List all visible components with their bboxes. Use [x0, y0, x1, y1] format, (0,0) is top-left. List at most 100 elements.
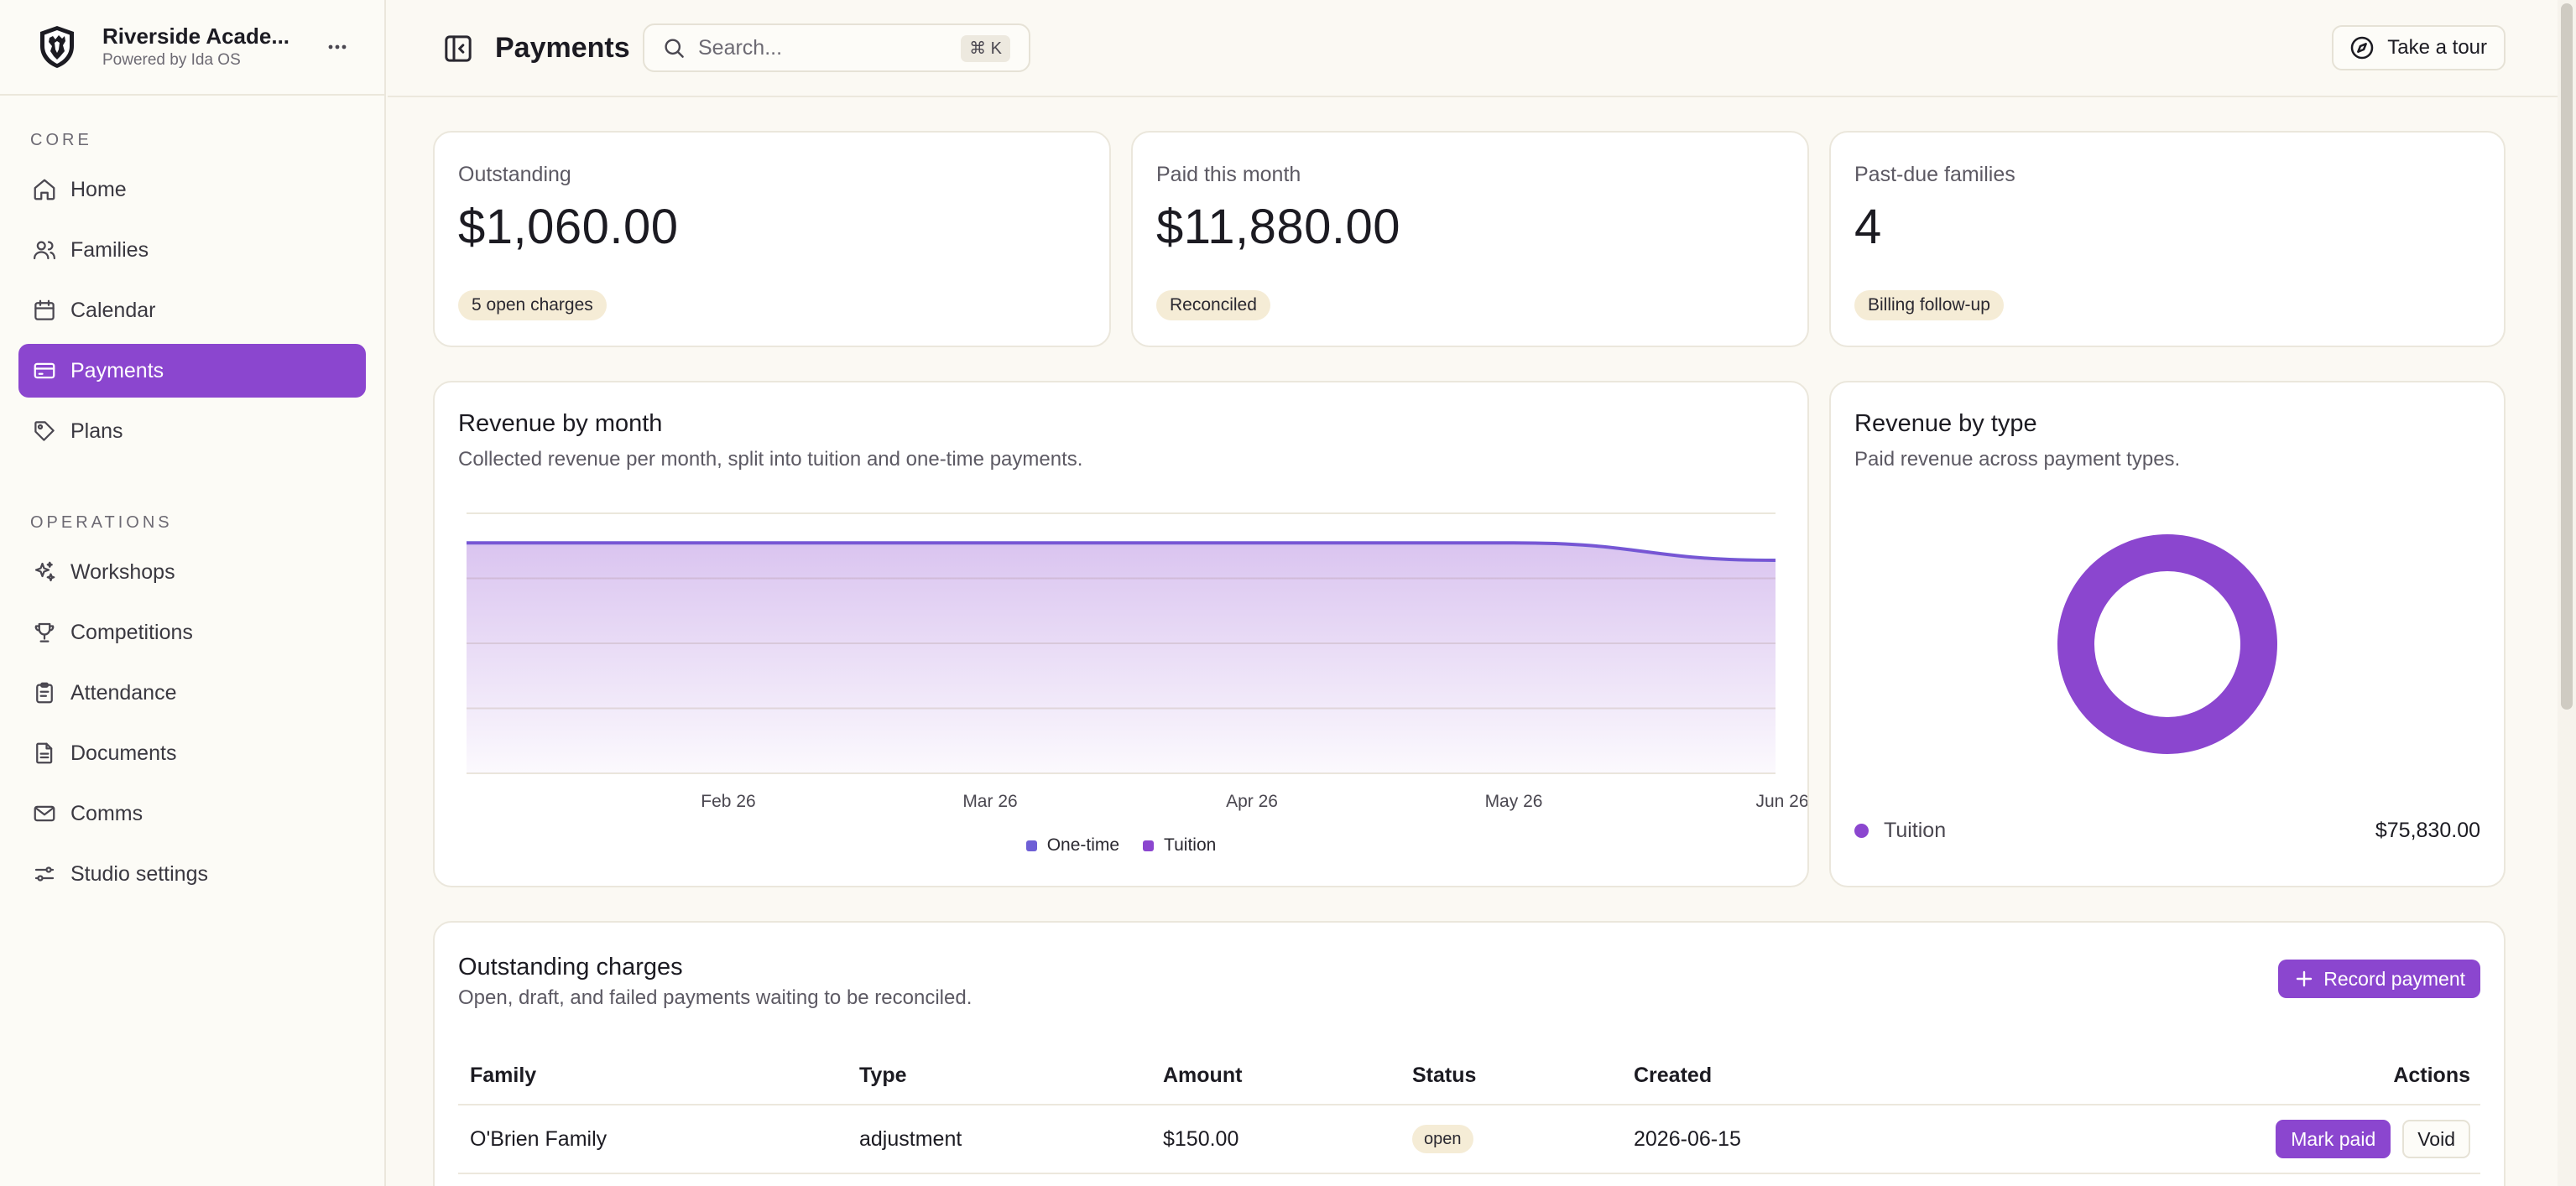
legend-swatch — [1143, 840, 1155, 851]
nav-section-core: CORE Home Families Calendar Payments — [0, 96, 384, 458]
search-shortcut-badge: ⌘ K — [961, 35, 1010, 62]
donut-slice-tuition[interactable] — [2057, 534, 2277, 754]
search-box[interactable]: ⌘ K — [643, 23, 1030, 72]
users-icon — [32, 237, 57, 263]
legend-swatch — [1025, 840, 1037, 851]
sidebar-item-label: Families — [70, 237, 149, 262]
mark-paid-button[interactable]: Mark paid — [2276, 1120, 2391, 1158]
shield-crest-icon — [37, 24, 77, 70]
x-tick-label: Mar 26 — [962, 792, 1017, 811]
trophy-icon — [32, 620, 57, 645]
sliders-icon — [32, 861, 57, 887]
stat-card-outstanding: Outstanding $1,060.00 5 open charges — [433, 131, 1111, 347]
stat-value: $1,060.00 — [458, 200, 679, 254]
legend-label: Tuition — [1884, 818, 1947, 842]
brand-header[interactable]: Riverside Acade... Powered by Ida OS — [0, 0, 384, 96]
mail-icon — [32, 801, 57, 826]
status-badge: Billing follow-up — [1854, 290, 2004, 320]
legend-label: One-time — [1046, 835, 1120, 855]
calendar-icon — [32, 298, 57, 323]
page-scrollbar[interactable] — [2558, 0, 2576, 1186]
sidebar-item-competitions[interactable]: Competitions — [18, 606, 366, 659]
record-payment-button[interactable]: Record payment — [2278, 960, 2480, 998]
cell-status: open — [1412, 1125, 1634, 1153]
revenue-by-month-card: Revenue by month Collected revenue per m… — [433, 381, 1809, 887]
sidebar-item-documents[interactable]: Documents — [18, 726, 366, 780]
card-subtitle: Open, draft, and failed payments waiting… — [458, 986, 973, 1009]
cell-type: adjustment — [859, 1126, 962, 1151]
sidebar-item-label: Studio settings — [70, 861, 208, 886]
status-badge: 5 open charges — [458, 290, 607, 320]
x-tick-label: Jun 26 — [1755, 792, 1807, 811]
column-header-actions: Actions — [2393, 1063, 2470, 1087]
more-horizontal-icon[interactable] — [321, 30, 354, 64]
revenue-by-type-card: Revenue by type Paid revenue across paym… — [1829, 381, 2506, 887]
sidebar: Riverside Acade... Powered by Ida OS COR… — [0, 0, 386, 1186]
sidebar-item-label: Documents — [70, 741, 177, 765]
void-button[interactable]: Void — [2402, 1120, 2470, 1158]
sidebar-item-label: Payments — [70, 358, 164, 382]
nav-heading-operations: OPERATIONS — [30, 513, 173, 532]
column-header-amount[interactable]: Amount — [1163, 1063, 1243, 1087]
sidebar-item-label: Home — [70, 177, 127, 201]
search-icon — [661, 35, 686, 60]
sidebar-item-payments[interactable]: Payments — [18, 344, 366, 398]
sidebar-item-label: Attendance — [70, 680, 177, 705]
revenue-area-chart: Feb 26 Mar 26 Apr 26 May 26 Jun 26 — [467, 512, 1807, 811]
sidebar-item-attendance[interactable]: Attendance — [18, 666, 366, 720]
sidebar-item-studio-settings[interactable]: Studio settings — [18, 847, 366, 901]
compass-icon — [2349, 34, 2387, 61]
sidebar-item-label: Comms — [70, 801, 143, 825]
legend-value: $75,830.00 — [2375, 818, 2480, 842]
sidebar-item-workshops[interactable]: Workshops — [18, 545, 366, 599]
stat-value: $11,880.00 — [1156, 200, 1400, 254]
legend-item: One-time — [1025, 835, 1120, 856]
clipboard-icon — [32, 680, 57, 705]
legend-swatch — [1854, 823, 1869, 838]
sparkles-icon — [32, 559, 57, 585]
brand-subtitle: Powered by Ida OS — [102, 51, 241, 69]
status-badge: open — [1412, 1125, 1473, 1153]
cell-amount: $150.00 — [1163, 1126, 1239, 1151]
column-header-created[interactable]: Created — [1634, 1063, 1713, 1087]
tag-icon — [32, 419, 57, 444]
stat-card-paid-this-month: Paid this month $11,880.00 Reconciled — [1131, 131, 1809, 347]
take-tour-button[interactable]: Take a tour — [2332, 25, 2506, 70]
series-area-tuition — [467, 543, 1776, 773]
stat-label: Paid this month — [1156, 163, 1301, 186]
sidebar-item-home[interactable]: Home — [18, 163, 366, 216]
sidebar-item-calendar[interactable]: Calendar — [18, 283, 366, 337]
table-row[interactable]: O'Brien Family adjustment $150.00 open 2… — [458, 1105, 2480, 1174]
sidebar-item-families[interactable]: Families — [18, 223, 366, 277]
x-tick-label: May 26 — [1485, 792, 1543, 811]
sidebar-item-label: Calendar — [70, 298, 156, 322]
sidebar-item-label: Competitions — [70, 620, 193, 644]
sidebar-item-comms[interactable]: Comms — [18, 787, 366, 840]
column-header-type[interactable]: Type — [859, 1063, 907, 1087]
sidebar-item-plans[interactable]: Plans — [18, 404, 366, 458]
table-header: Family Type Amount Status Created Action… — [458, 1047, 2480, 1105]
nav-section-operations: OPERATIONS Workshops Competitions Attend… — [0, 465, 384, 901]
sidebar-toggle-icon[interactable] — [441, 32, 475, 65]
card-title: Outstanding charges — [458, 954, 683, 981]
file-icon — [32, 741, 57, 766]
cell-actions: Mark paid Void — [1969, 1120, 2480, 1158]
stat-label: Past-due families — [1854, 163, 2015, 186]
column-header-family[interactable]: Family — [470, 1063, 537, 1087]
table-row[interactable]: Mark paid Void — [458, 1174, 2480, 1186]
x-tick-label: Apr 26 — [1226, 792, 1278, 811]
legend-label: Tuition — [1164, 835, 1217, 855]
search-input[interactable] — [698, 35, 950, 60]
cell-created: 2026-06-15 — [1634, 1126, 1741, 1151]
charges-table: Family Type Amount Status Created Action… — [458, 1047, 2480, 1186]
donut-legend-row: Tuition $75,830.00 — [1854, 815, 2480, 845]
home-icon — [32, 177, 57, 202]
column-header-status[interactable]: Status — [1412, 1063, 1477, 1087]
scrollbar-thumb[interactable] — [2561, 3, 2573, 710]
card-subtitle: Paid revenue across payment types. — [1854, 448, 2181, 471]
take-tour-label: Take a tour — [2387, 36, 2487, 59]
plus-icon — [2295, 970, 2323, 988]
legend-item: Tuition — [1143, 835, 1216, 856]
stat-card-past-due-families: Past-due families 4 Billing follow-up — [1829, 131, 2506, 347]
card-title: Revenue by month — [458, 410, 663, 437]
